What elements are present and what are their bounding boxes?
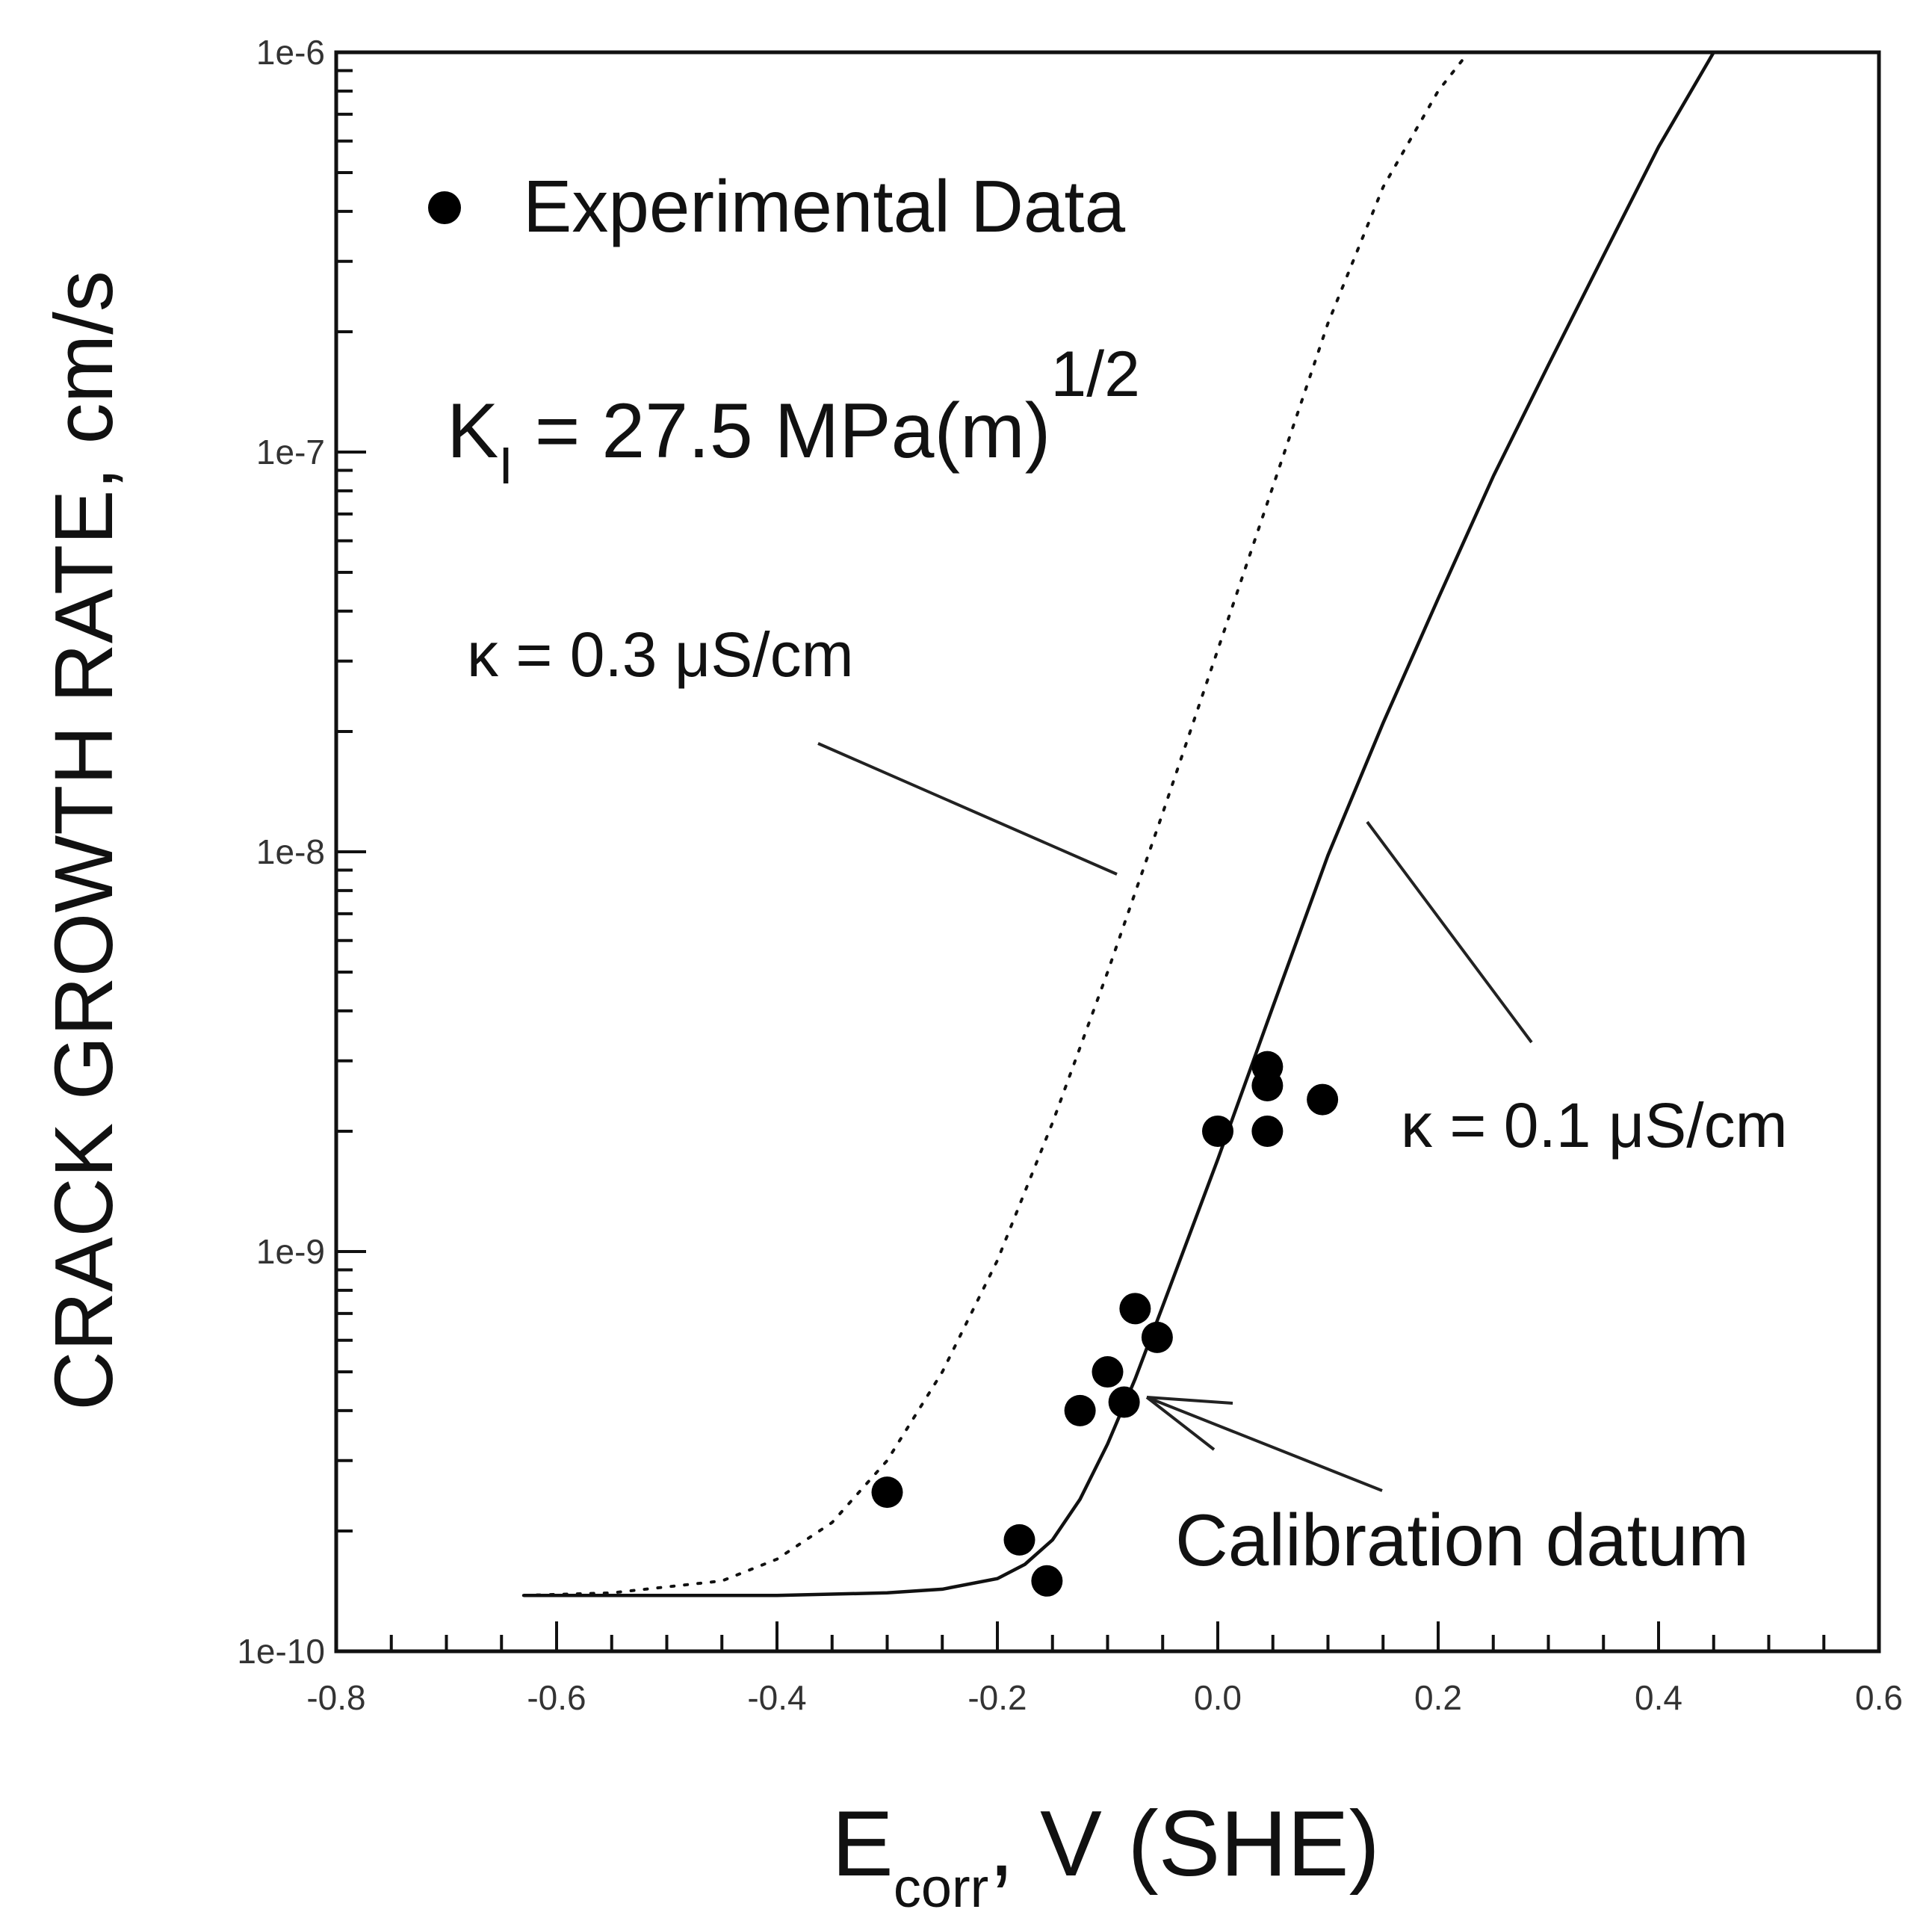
x-tick-label: -0.6 — [527, 1678, 586, 1717]
y-tick-label: 1e-8 — [256, 832, 325, 871]
calibration-datum-label: Calibration datum — [1175, 1499, 1749, 1581]
experimental-data-point — [1307, 1083, 1339, 1116]
kappa-0-3-curve — [521, 54, 1467, 1597]
x-tick-label: -0.8 — [306, 1678, 365, 1717]
calibration-leader — [1146, 1396, 1383, 1492]
y-tick-label: 1e-6 — [256, 33, 325, 72]
x-axis-title-main: E — [832, 1793, 894, 1896]
x-tick-label: -0.4 — [747, 1678, 806, 1717]
experimental-data-point — [871, 1476, 903, 1509]
x-tick-label: 0.6 — [1855, 1678, 1903, 1717]
experimental-data-point — [1003, 1524, 1035, 1556]
y-tick-label: 1e-7 — [256, 433, 325, 471]
legend-marker — [428, 191, 461, 224]
experimental-data-point — [1251, 1069, 1284, 1101]
x-tick-label: -0.2 — [967, 1678, 1027, 1717]
y-axis-title: CRACK GROWTH RATE, cm/s — [38, 270, 130, 1411]
kappa-0-3-label: κ = 0.3 μS/cm — [467, 619, 854, 690]
experimental-data-point — [1108, 1386, 1140, 1418]
experimental-data-point — [1202, 1115, 1233, 1147]
experimental-data-point — [1251, 1115, 1284, 1147]
x-axis-title-suffix: , V (SHE) — [988, 1793, 1380, 1896]
x-tick-label: 0.2 — [1414, 1678, 1462, 1717]
kappa-0-3-leader — [817, 742, 1118, 876]
k-sub: I — [498, 436, 513, 495]
kappa-0-1-leader — [1366, 820, 1533, 1044]
x-tick-label: 0.4 — [1635, 1678, 1682, 1717]
experimental-points — [871, 1051, 1339, 1597]
legend: Experimental Data — [428, 165, 1126, 247]
experimental-data-point — [1031, 1565, 1063, 1597]
x-axis-title: Ecorr, V (SHE) — [832, 1793, 1380, 1919]
calibration-arrowhead-upper — [1146, 1396, 1233, 1405]
experimental-data-point — [1119, 1293, 1151, 1325]
k-prefix: K — [447, 388, 498, 474]
kappa-0-1-label: κ = 0.1 μS/cm — [1401, 1090, 1788, 1160]
experimental-data-point — [1064, 1394, 1096, 1426]
x-tick-label: 0.0 — [1194, 1678, 1242, 1717]
tick-labels: -0.8 -0.6 -0.4 -0.2 0.0 0.2 0.4 0.6 1e-10 1e-9 1e-… — [237, 33, 1903, 1717]
calibration-arrowhead-lower — [1145, 1396, 1216, 1451]
model-curves — [521, 51, 1715, 1597]
y-tick-label: 1e-9 — [256, 1232, 325, 1271]
k-sup: 1/2 — [1050, 338, 1140, 410]
annotation-leaders — [817, 742, 1533, 1492]
kappa-0-1-curve — [523, 51, 1715, 1597]
k-mid: = 27.5 MPa(m) — [513, 388, 1051, 474]
axis-ticks — [335, 69, 1880, 1653]
experimental-data-point — [1092, 1356, 1124, 1388]
stress-intensity-annotation: KI = 27.5 MPa(m)1/2 — [447, 338, 1140, 495]
x-axis-title-sub: corr — [894, 1857, 988, 1919]
plot-frame — [334, 50, 1881, 1654]
experimental-data-point — [1141, 1321, 1173, 1353]
y-tick-label: 1e-10 — [237, 1632, 325, 1671]
legend-label: Experimental Data — [523, 165, 1126, 247]
